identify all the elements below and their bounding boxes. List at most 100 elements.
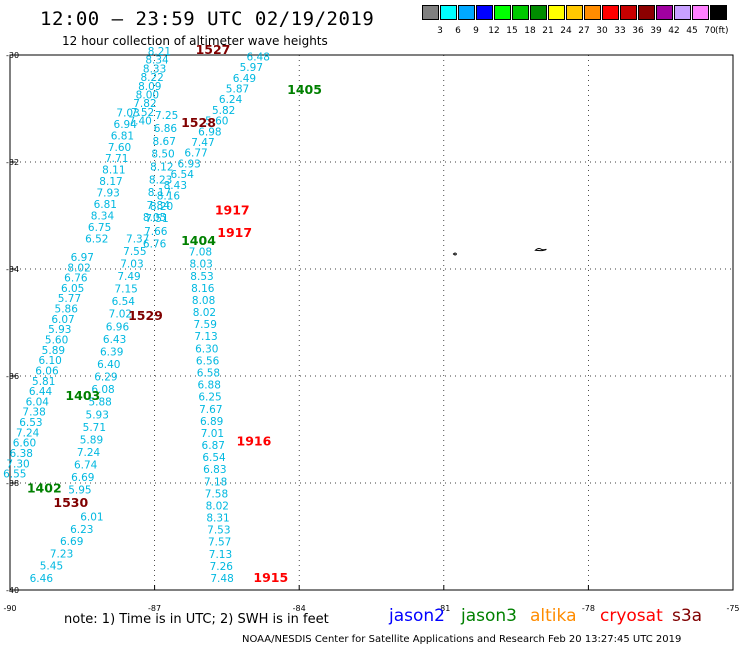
color-scale-label: 42 — [668, 26, 680, 36]
color-scale-label: 39 — [650, 26, 662, 36]
legend-item-cryosat: cryosat — [600, 606, 663, 626]
lat-tick-label: -38 — [6, 479, 19, 488]
color-swatch — [674, 5, 691, 20]
wave-height-value: 7.71 — [105, 153, 128, 165]
wave-height-value: 7.13 — [194, 331, 217, 343]
color-swatch — [458, 5, 475, 20]
color-scale-unit: (ft) — [715, 26, 729, 36]
wave-height-value: 8.43 — [164, 180, 187, 192]
lon-tick-label: -87 — [148, 604, 161, 613]
wave-height-value: 7.08 — [189, 247, 212, 259]
wave-height-value: 8.17 — [99, 176, 122, 188]
wave-height-value: 7.59 — [194, 319, 217, 331]
pass-time-label: 1916 — [237, 434, 272, 449]
color-swatch — [422, 5, 439, 20]
wave-height-value: 7.51 — [145, 213, 168, 225]
wave-height-value: 6.23 — [70, 524, 93, 536]
wave-height-value: 7.18 — [204, 476, 227, 488]
wave-height-value: 7.47 — [191, 137, 214, 149]
lon-tick-label: -75 — [726, 604, 739, 613]
wave-height-value: 8.09 — [138, 81, 161, 93]
wave-height-value: 5.93 — [86, 409, 109, 421]
color-scale-label: 18 — [524, 26, 536, 36]
wave-height-value: 7.48 — [210, 573, 233, 585]
wave-height-value: 7.13 — [209, 549, 232, 561]
pass-time-label: 1530 — [53, 495, 88, 510]
wave-height-value: 8.12 — [150, 162, 173, 174]
wave-height-value: 8.22 — [140, 72, 163, 84]
pass-time-label: 1528 — [181, 115, 216, 130]
wave-height-value: 7.53 — [207, 525, 230, 537]
wave-height-value: 8.53 — [190, 271, 213, 283]
color-scale-label: 70 — [704, 26, 716, 36]
wave-height-value: 5.45 — [40, 561, 63, 573]
wave-height-value: 6.52 — [85, 233, 108, 245]
wave-height-value: 8.20 — [150, 201, 173, 213]
wave-height-value: 6.40 — [97, 359, 120, 371]
map-subtitle: 12 hour collection of altimeter wave hei… — [62, 34, 328, 48]
wave-height-value: 6.87 — [202, 440, 225, 452]
pass-time-label: 1917 — [217, 225, 252, 240]
wave-height-value: 8.34 — [91, 210, 115, 222]
footnote: note: 1) Time is in UTC; 2) SWH is in fe… — [64, 612, 329, 627]
wave-height-value: 6.98 — [198, 126, 221, 138]
color-swatch — [494, 5, 511, 20]
wave-height-value: 6.43 — [103, 334, 126, 346]
color-swatch — [584, 5, 601, 20]
wave-height-value: 5.82 — [212, 105, 235, 117]
wave-height-value: 7.93 — [96, 188, 119, 200]
wave-height-value: 6.05 — [61, 283, 84, 295]
island-outline — [534, 247, 547, 252]
lat-tick-label: -30 — [6, 51, 19, 60]
wave-height-value: 8.00 — [136, 89, 159, 101]
wave-height-value: 7.38 — [22, 407, 45, 419]
wave-height-value: 6.81 — [111, 130, 134, 142]
wave-height-value: 6.77 — [184, 148, 207, 160]
wave-height-value: 7.67 — [199, 404, 222, 416]
wave-height-value: 6.69 — [71, 472, 94, 484]
color-swatch — [620, 5, 637, 20]
wave-height-value: 5.86 — [55, 304, 79, 316]
wave-height-value: 6.30 — [195, 343, 218, 355]
color-scale-label: 3 — [437, 26, 443, 36]
color-swatch — [566, 5, 583, 20]
wave-height-value: 6.06 — [35, 365, 59, 377]
pass-time-label: 1405 — [287, 82, 322, 97]
map-title: 12:00 – 23:59 UTC 02/19/2019 — [40, 8, 375, 30]
lat-tick-label: -32 — [6, 158, 19, 167]
wave-height-value: 7.02 — [109, 309, 132, 321]
pass-time-label: 1404 — [181, 233, 216, 248]
wave-height-value: 7.52 — [131, 107, 154, 119]
wave-height-value: 7.03 — [116, 108, 139, 120]
wave-height-value: 7.37 — [126, 233, 149, 245]
wave-height-value: 6.48 — [247, 51, 270, 63]
color-scale-label: 27 — [578, 26, 590, 36]
wave-height-value: 7.23 — [50, 548, 73, 560]
lon-tick-label: -81 — [437, 604, 450, 613]
color-swatch — [602, 5, 619, 20]
wave-height-value: 6.89 — [200, 416, 223, 428]
wave-height-value: 6.08 — [91, 384, 114, 396]
lon-tick-label: -90 — [3, 604, 16, 613]
color-swatch — [638, 5, 655, 20]
color-swatch — [440, 5, 457, 20]
color-swatch — [710, 5, 727, 20]
island-outline — [452, 252, 457, 256]
wave-height-value: 6.88 — [198, 380, 221, 392]
wave-height-value: 6.24 — [219, 94, 243, 106]
color-swatch — [656, 5, 673, 20]
wave-height-value: 8.50 — [151, 149, 174, 161]
wave-height-value: 8.02 — [206, 500, 229, 512]
wave-height-value: 8.02 — [67, 262, 90, 274]
pass-time-label: 1402 — [27, 481, 62, 496]
wave-height-value: 5.97 — [240, 62, 263, 74]
pass-time-label: 1529 — [128, 308, 163, 323]
wave-height-value: 6.60 — [13, 438, 36, 450]
legend-item-jason3: jason3 — [461, 606, 517, 626]
wave-height-value: 6.46 — [30, 573, 54, 585]
wave-height-value: 7.55 — [123, 246, 146, 258]
wave-height-value: 8.21 — [148, 46, 171, 58]
wave-height-value: 5.81 — [32, 376, 55, 388]
wave-height-value: 6.54 — [202, 452, 226, 464]
